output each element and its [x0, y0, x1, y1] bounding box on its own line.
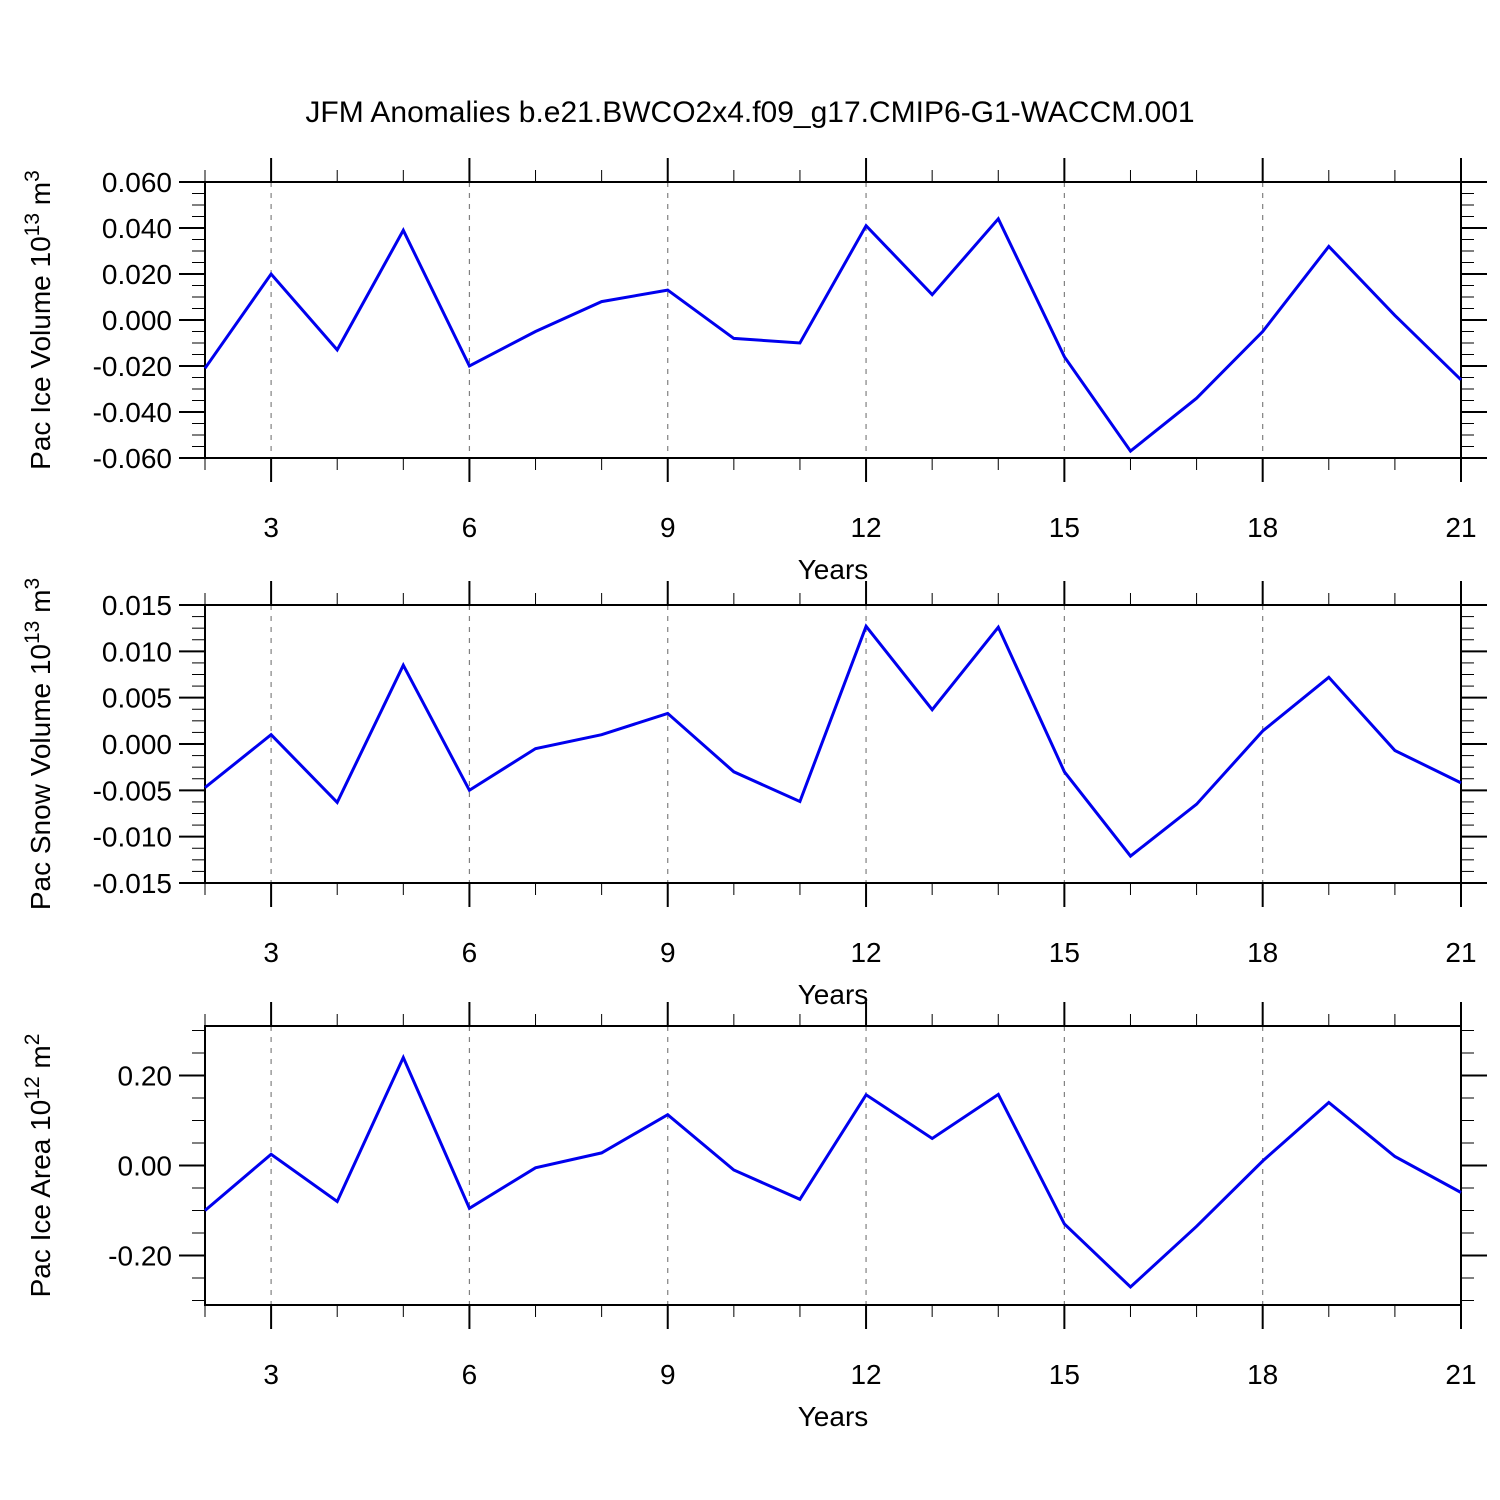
x-tick-label: 15	[1049, 937, 1080, 968]
x-tick-label: 6	[462, 937, 478, 968]
y-tick-label: 0.040	[102, 213, 172, 244]
y-tick-label: -0.20	[108, 1241, 172, 1272]
x-tick-label: 21	[1445, 512, 1476, 543]
y-axis-title: Pac Ice Area 1012 m2	[21, 1034, 56, 1298]
x-tick-label: 18	[1247, 937, 1278, 968]
x-axis-title: Years	[798, 979, 869, 1010]
panel-pac-ice-area: 0.20 0.00 -0.20 3 6 9 12 15 18 21 Years Pac Ice Are…	[21, 1002, 1487, 1432]
plot-frame	[204, 604, 1462, 884]
x-tick-label: 18	[1247, 512, 1278, 543]
x-tick-label: 21	[1445, 937, 1476, 968]
series-line	[204, 1053, 1462, 1290]
y-tick-label: -0.010	[93, 822, 172, 853]
x-tick-label: 6	[462, 1359, 478, 1390]
x-tick-label: 12	[850, 1359, 881, 1390]
x-tick-label: 9	[660, 512, 676, 543]
y-tick-label: -0.020	[93, 351, 172, 382]
series-line	[203, 216, 1463, 454]
x-tick-label: 9	[660, 1359, 676, 1390]
x-axis-title: Years	[798, 1401, 869, 1432]
x-tick-label: 15	[1049, 512, 1080, 543]
y-tick-label: 0.010	[102, 636, 172, 667]
x-tick-label: 3	[263, 1359, 279, 1390]
x-tick-label: 3	[263, 512, 279, 543]
y-tick-label: 0.015	[102, 590, 172, 621]
x-axis-title: Years	[798, 554, 869, 585]
y-tick-label: -0.005	[93, 775, 172, 806]
plot-frame	[204, 1025, 1462, 1306]
x-tick-label: 3	[263, 937, 279, 968]
x-tick-label: 12	[850, 937, 881, 968]
panel-pac-snow-volume: 0.015 0.010 0.005 0.000 -0.005 -0.010 -0.015 3 6…	[21, 578, 1487, 1010]
x-tick-label: 15	[1049, 1359, 1080, 1390]
x-tick-label: 18	[1247, 1359, 1278, 1390]
y-tick-label: 0.020	[102, 259, 172, 290]
x-tick-label: 12	[850, 512, 881, 543]
y-tick-label: -0.040	[93, 397, 172, 428]
chart-title: JFM Anomalies b.e21.BWCO2x4.f09_g17.CMIP…	[305, 96, 1195, 129]
x-tick-label: 9	[660, 937, 676, 968]
y-tick-label: 0.20	[118, 1061, 173, 1092]
x-tick-label: 21	[1445, 1359, 1476, 1390]
series-line	[204, 623, 1462, 859]
y-tick-label: -0.060	[93, 443, 172, 474]
y-tick-label: 0.000	[102, 305, 172, 336]
panel-pac-ice-volume: 0.060 0.040 0.020 0.000 -0.020 -0.040 -0.060 3 6…	[21, 158, 1487, 585]
x-tick-label: 6	[462, 512, 478, 543]
y-tick-label: 0.005	[102, 683, 172, 714]
y-tick-label: -0.015	[93, 868, 172, 899]
y-tick-label: 0.060	[102, 167, 172, 198]
y-tick-label: 0.000	[102, 729, 172, 760]
y-axis-title: Pac Ice Volume 1013 m3	[21, 170, 56, 470]
y-axis-title: Pac Snow Volume 1013 m3	[21, 578, 56, 910]
y-tick-label: 0.00	[118, 1151, 173, 1182]
